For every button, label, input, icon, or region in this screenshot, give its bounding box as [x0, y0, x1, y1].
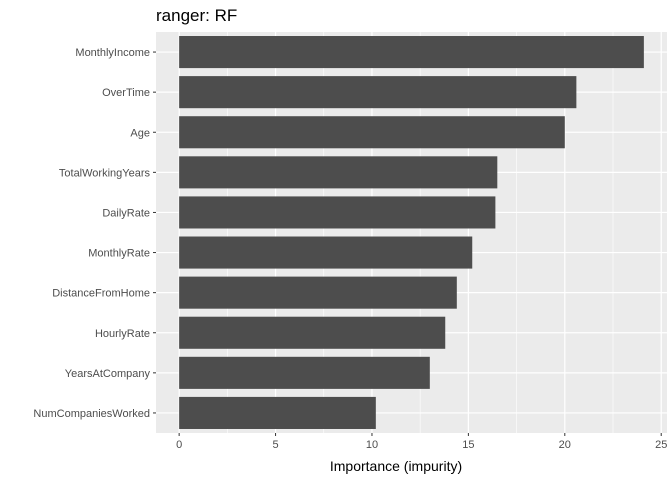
bar [179, 196, 496, 229]
x-tick-label: 0 [176, 439, 182, 451]
x-axis: 0 5 10 15 20 25 [176, 433, 667, 451]
bar [179, 236, 473, 269]
bar [179, 276, 457, 309]
x-axis-title: Importance (impurity) [330, 458, 462, 474]
bar [179, 156, 498, 189]
bar [179, 356, 430, 389]
y-tick-label: DailyRate [102, 207, 150, 219]
x-tick-label: 25 [655, 439, 667, 451]
y-tick-label: MonthlyRate [88, 248, 150, 260]
x-tick-label: 15 [462, 439, 474, 451]
bar [179, 316, 446, 349]
bar [179, 36, 644, 69]
x-tick-label: 20 [559, 439, 571, 451]
x-tick-label: 10 [366, 439, 378, 451]
bars [179, 36, 644, 429]
bar [179, 396, 376, 429]
y-tick-label: HourlyRate [95, 328, 150, 340]
y-tick-label: DistanceFromHome [52, 288, 150, 300]
bar [179, 116, 565, 149]
y-tick-label: TotalWorkingYears [59, 167, 151, 179]
x-tick-label: 5 [272, 439, 278, 451]
y-tick-label: OverTime [102, 87, 150, 99]
y-tick-label: YearsAtCompany [65, 368, 151, 380]
y-tick-label: MonthlyIncome [75, 47, 150, 59]
y-axis: MonthlyIncome OverTime Age TotalWorkingYear… [33, 47, 156, 420]
y-tick-label: NumCompaniesWorked [33, 408, 150, 420]
y-tick-label: Age [130, 127, 150, 139]
chart-title: ranger: RF [156, 6, 237, 25]
bar [179, 76, 577, 109]
